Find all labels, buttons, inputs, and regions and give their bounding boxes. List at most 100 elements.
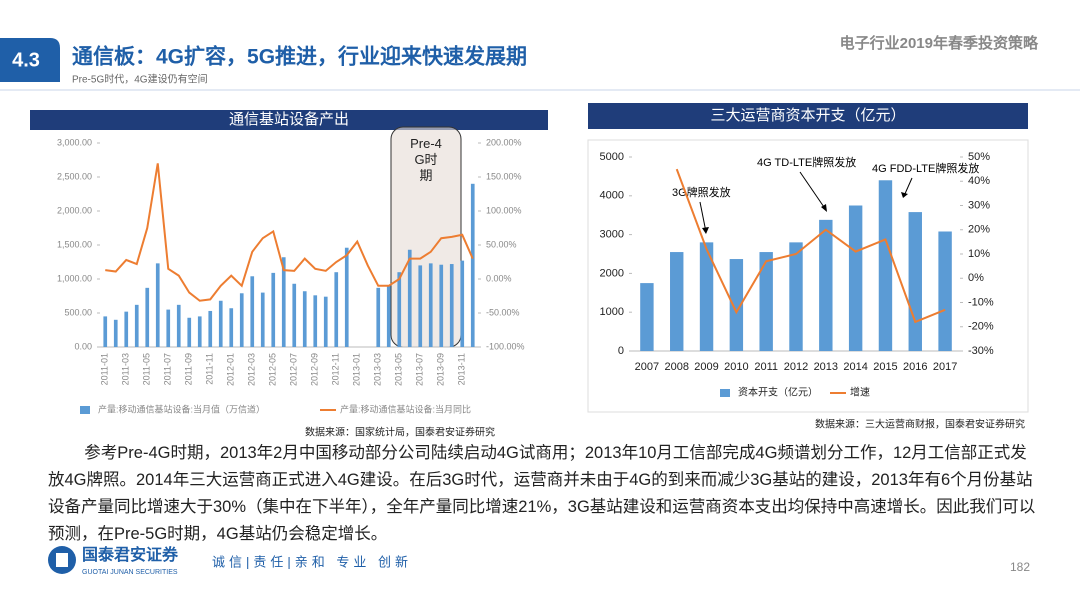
arrowhead <box>821 204 827 212</box>
line <box>105 163 474 302</box>
bar <box>397 272 402 347</box>
x-tick-label: 2012-01 <box>226 353 236 386</box>
arrowhead <box>702 227 709 234</box>
bar <box>187 317 192 347</box>
bar <box>218 300 223 347</box>
x-tick-label: 2013-07 <box>415 353 425 386</box>
x-tick-label: 2011-09 <box>184 353 194 385</box>
slide-title: 通信板：4G扩容，5G推进，行业迎来快速发展期 <box>72 45 527 69</box>
x-tick-label: 2014 <box>843 361 867 373</box>
y-tick-label: 2,000.00 <box>57 205 92 215</box>
x-tick-label: 2011-11 <box>205 353 215 385</box>
x-tick-label: 2012-09 <box>310 353 320 386</box>
slide-subtitle: Pre-5G时代，4G建设仍有空间 <box>72 73 208 86</box>
x-tick-label: 2010 <box>724 361 748 373</box>
bar <box>281 257 286 347</box>
annotation: 3G牌照发放 <box>672 185 731 199</box>
report-name: 电子行业2019年春季投资策略 <box>840 34 1039 52</box>
bar <box>271 272 276 347</box>
x-tick-label: 2013-11 <box>457 353 467 385</box>
x-tick-label: 2017 <box>933 361 957 373</box>
bar <box>260 292 265 347</box>
x-tick-label: 2009 <box>694 361 718 373</box>
annotation-wrap: Pre-4G时期 <box>410 136 442 183</box>
y2-tick-label: -10% <box>968 296 994 308</box>
bar <box>103 316 108 347</box>
legend-label: 增速 <box>850 386 870 399</box>
legend-swatch <box>720 389 730 397</box>
annotation: 4G TD-LTE牌照发放 <box>757 155 856 169</box>
bar <box>729 259 744 351</box>
y-tick-label: 3000 <box>600 229 624 241</box>
source: 数据来源：国家统计局，国泰君安证券研究 <box>305 426 495 439</box>
company-en: GUOTAI JUNAN SECURITIES <box>82 569 178 576</box>
chart-frame <box>587 139 1029 413</box>
x-tick-label: 2013 <box>814 361 838 373</box>
chart-title: 通信基站设备产出 <box>229 111 349 128</box>
x-tick-label: 2011 <box>754 361 778 373</box>
bar <box>878 180 893 351</box>
y-tick-label: 3,000.00 <box>57 137 92 147</box>
arrow <box>699 201 707 233</box>
bar <box>250 276 255 347</box>
bar <box>292 283 297 347</box>
bar <box>113 319 118 347</box>
y2-tick-label: 50.00% <box>486 239 517 249</box>
x-tick-label: 2008 <box>664 361 688 373</box>
legend-label: 产量:移动通信基站设备:当月值（万信道） <box>98 403 265 414</box>
annotation: Pre-4G时期 <box>410 136 442 183</box>
bar <box>155 263 160 347</box>
y2-tick-label: -30% <box>968 345 994 357</box>
bar <box>239 293 244 347</box>
x-tick-label: 2012 <box>784 361 808 373</box>
bar <box>908 212 922 351</box>
y2-tick-label: -100.00% <box>486 341 525 351</box>
logo-mark <box>56 553 68 567</box>
y-tick-label: 1,000.00 <box>57 273 92 283</box>
bar <box>759 252 773 351</box>
bar <box>386 285 391 347</box>
arrowhead <box>901 192 908 198</box>
bar <box>176 304 181 347</box>
arrow <box>799 171 827 211</box>
bar <box>789 242 803 351</box>
bar <box>323 296 328 347</box>
y-tick-label: 500.00 <box>64 307 92 317</box>
section-badge <box>0 38 60 82</box>
y2-tick-label: 50% <box>968 151 990 163</box>
motto: 诚信|责任|亲和 专业 创新 <box>212 554 412 569</box>
y2-tick-label: 0.00% <box>486 273 512 283</box>
bar <box>449 264 454 347</box>
y-tick-label: 1,500.00 <box>57 239 92 249</box>
x-tick-label: 2012-05 <box>268 353 278 386</box>
legend-label: 产量:移动通信基站设备:当月同比 <box>340 403 471 414</box>
source: 数据来源：三大运营商财报，国泰君安证券研究 <box>815 418 1025 431</box>
bar <box>640 283 654 351</box>
x-tick-label: 2007 <box>635 361 659 373</box>
bar <box>208 310 213 347</box>
y2-tick-label: 100.00% <box>486 205 522 215</box>
x-tick-label: 2011-07 <box>163 353 173 385</box>
x-tick-label: 2013-09 <box>436 353 446 386</box>
x-tick-label: 2013-01 <box>352 353 362 386</box>
page-number: 182 <box>1010 560 1030 574</box>
bar <box>124 311 129 347</box>
bar <box>134 304 139 347</box>
bar <box>302 291 307 347</box>
bar <box>166 309 171 347</box>
y2-tick-label: -20% <box>968 321 994 333</box>
company: 国泰君安证券 <box>82 545 179 564</box>
bar <box>229 308 234 347</box>
x-tick-label: 2015 <box>873 361 897 373</box>
bar <box>938 231 952 351</box>
bar <box>376 287 381 347</box>
bar <box>470 183 475 347</box>
line <box>675 168 946 324</box>
bar <box>819 219 833 351</box>
bar <box>699 242 714 351</box>
bar <box>407 249 412 347</box>
x-tick-label: 2016 <box>903 361 927 373</box>
bar <box>848 205 863 351</box>
bar <box>344 247 349 347</box>
